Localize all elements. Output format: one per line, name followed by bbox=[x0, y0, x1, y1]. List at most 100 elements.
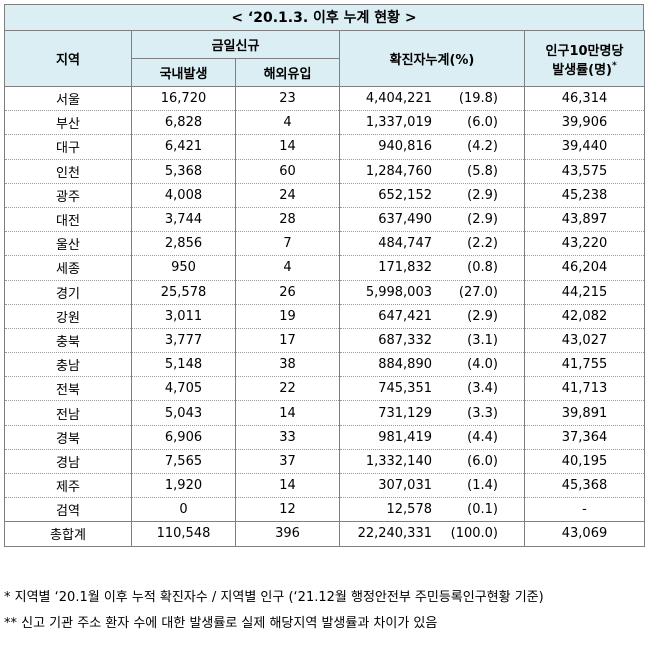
cell-rate: 40,195 bbox=[524, 448, 645, 475]
cell-domestic: 0 bbox=[131, 497, 236, 523]
cumulative-percent: (0.8) bbox=[467, 260, 498, 276]
cell-overseas: 26 bbox=[235, 279, 340, 305]
header-rate-mark: * bbox=[612, 60, 617, 71]
cell-rate: 44,215 bbox=[524, 279, 645, 305]
cell-domestic: 25,578 bbox=[131, 279, 236, 305]
table-row: 세종 950 4 171,832 (0.8) 46,204 bbox=[4, 255, 645, 281]
cell-domestic: 3,777 bbox=[131, 327, 236, 354]
cumulative-value: 5,998,003 bbox=[365, 284, 432, 300]
cell-cumulative: 307,031 (1.4) bbox=[339, 472, 525, 499]
header-rate-line2: 발생률(명) bbox=[552, 62, 612, 78]
cumulative-percent: (2.9) bbox=[467, 212, 498, 228]
cell-domestic: 5,148 bbox=[131, 352, 236, 378]
cell-rate: 46,314 bbox=[524, 85, 645, 112]
cell-cumulative: 1,284,760 (5.8) bbox=[339, 158, 525, 184]
region-stats-table: 지역 금일신규 확진자누계(%) 인구10만명당 발생률(명)* 국내발생 해외… bbox=[4, 30, 645, 547]
cell-cumulative: 4,404,221 (19.8) bbox=[339, 85, 525, 112]
cell-overseas: 14 bbox=[235, 134, 340, 160]
cell-domestic: 4,705 bbox=[131, 376, 236, 402]
cell-domestic: 3,744 bbox=[131, 206, 236, 233]
cell-rate: 39,440 bbox=[524, 134, 645, 160]
cell-cumulative: 652,152 (2.9) bbox=[339, 182, 525, 208]
cumulative-value: 171,832 bbox=[378, 260, 432, 276]
cell-rate: 43,575 bbox=[524, 158, 645, 184]
cumulative-value: 647,421 bbox=[378, 308, 432, 324]
cell-overseas: 24 bbox=[235, 182, 340, 208]
cell-cumulative: 981,419 (4.4) bbox=[339, 424, 525, 450]
cumulative-percent: (0.1) bbox=[467, 502, 498, 518]
table-row: 제주 1,920 14 307,031 (1.4) 45,368 bbox=[4, 472, 645, 499]
table-title: < ‘20.1.3. 이후 누계 현황 > bbox=[4, 4, 644, 30]
table-body: 서울 16,720 23 4,404,221 (19.8) 46,314 부산 6,828 4 1… bbox=[4, 85, 645, 547]
table-row: 대전 3,744 28 637,490 (2.9) 43,897 bbox=[4, 206, 645, 233]
cell-region: 인천 bbox=[4, 158, 132, 184]
cumulative-value: 1,337,019 bbox=[365, 115, 432, 131]
cell-overseas: 17 bbox=[235, 327, 340, 354]
cumulative-percent: (27.0) bbox=[458, 284, 498, 300]
cumulative-percent: (2.2) bbox=[467, 236, 498, 252]
cell-overseas: 60 bbox=[235, 158, 340, 184]
cumulative-value: 652,152 bbox=[378, 187, 432, 203]
cell-domestic: 7,565 bbox=[131, 448, 236, 475]
cell-rate: 46,204 bbox=[524, 255, 645, 281]
cumulative-percent: (3.1) bbox=[467, 332, 498, 348]
cumulative-percent: (4.4) bbox=[467, 429, 498, 445]
cell-domestic: 5,043 bbox=[131, 400, 236, 426]
cell-rate: 43,897 bbox=[524, 206, 645, 233]
cell-overseas: 33 bbox=[235, 424, 340, 450]
footnotes: * 지역별 ‘20.1월 이후 누적 확진자수 / 지역별 인구 (‘21.12… bbox=[4, 588, 649, 634]
cell-region: 제주 bbox=[4, 472, 132, 499]
cell-overseas: 396 bbox=[235, 521, 340, 547]
cumulative-value: 12,578 bbox=[386, 502, 433, 518]
footnote-1: * 지역별 ‘20.1월 이후 누적 확진자수 / 지역별 인구 (‘21.12… bbox=[4, 590, 544, 605]
cumulative-value: 745,351 bbox=[378, 381, 432, 397]
cell-domestic: 6,828 bbox=[131, 110, 236, 136]
cumulative-value: 22,240,331 bbox=[357, 526, 432, 542]
table-row: 부산 6,828 4 1,337,019 (6.0) 39,906 bbox=[4, 110, 645, 136]
cell-region: 대전 bbox=[4, 206, 132, 233]
cell-domestic: 4,008 bbox=[131, 182, 236, 208]
cumulative-value: 307,031 bbox=[378, 478, 432, 494]
cell-overseas: 14 bbox=[235, 472, 340, 499]
table-row: 광주 4,008 24 652,152 (2.9) 45,238 bbox=[4, 182, 645, 208]
cell-rate: 43,027 bbox=[524, 327, 645, 354]
cell-cumulative: 637,490 (2.9) bbox=[339, 206, 525, 233]
cumulative-percent: (5.8) bbox=[467, 163, 498, 179]
table-row: 인천 5,368 60 1,284,760 (5.8) 43,575 bbox=[4, 158, 645, 184]
table-row: 전남 5,043 14 731,129 (3.3) 39,891 bbox=[4, 400, 645, 426]
cell-cumulative: 22,240,331 (100.0) bbox=[339, 521, 525, 547]
header-rate-line1: 인구10만명당 bbox=[545, 43, 624, 59]
header-overseas: 해외유입 bbox=[235, 58, 340, 87]
cell-domestic: 2,856 bbox=[131, 231, 236, 257]
cell-rate: - bbox=[524, 497, 645, 523]
cell-region: 강원 bbox=[4, 303, 132, 329]
table-row: 강원 3,011 19 647,421 (2.9) 42,082 bbox=[4, 303, 645, 329]
cell-rate: 45,238 bbox=[524, 182, 645, 208]
cell-overseas: 7 bbox=[235, 231, 340, 257]
table-row: 충남 5,148 38 884,890 (4.0) 41,755 bbox=[4, 352, 645, 378]
table-row: 경남 7,565 37 1,332,140 (6.0) 40,195 bbox=[4, 448, 645, 475]
cell-cumulative: 12,578 (0.1) bbox=[339, 497, 525, 523]
table-row: 검역 0 12 12,578 (0.1) - bbox=[4, 497, 645, 523]
cumulative-value: 4,404,221 bbox=[365, 91, 432, 107]
cell-region: 총합계 bbox=[4, 521, 132, 547]
table-row: 대구 6,421 14 940,816 (4.2) 39,440 bbox=[4, 134, 645, 160]
cell-cumulative: 1,337,019 (6.0) bbox=[339, 110, 525, 136]
cumulative-value: 687,332 bbox=[378, 332, 432, 348]
cell-region: 경기 bbox=[4, 279, 132, 305]
cell-domestic: 1,920 bbox=[131, 472, 236, 499]
footnote-2: ** 신고 기관 주소 환자 수에 대한 발생률로 실제 해당지역 발생률과 차… bbox=[4, 616, 438, 631]
cell-overseas: 22 bbox=[235, 376, 340, 402]
cumulative-value: 1,284,760 bbox=[365, 163, 432, 179]
cell-overseas: 4 bbox=[235, 255, 340, 281]
cell-domestic: 16,720 bbox=[131, 85, 236, 112]
table-row: 경기 25,578 26 5,998,003 (27.0) 44,215 bbox=[4, 279, 645, 305]
cell-cumulative: 171,832 (0.8) bbox=[339, 255, 525, 281]
cell-domestic: 110,548 bbox=[131, 521, 236, 547]
cumulative-percent: (1.4) bbox=[467, 478, 498, 494]
cell-region: 충남 bbox=[4, 352, 132, 378]
cumulative-percent: (2.9) bbox=[467, 187, 498, 203]
cell-rate: 39,891 bbox=[524, 400, 645, 426]
cumulative-percent: (6.0) bbox=[467, 115, 498, 131]
cumulative-percent: (6.0) bbox=[467, 453, 498, 469]
